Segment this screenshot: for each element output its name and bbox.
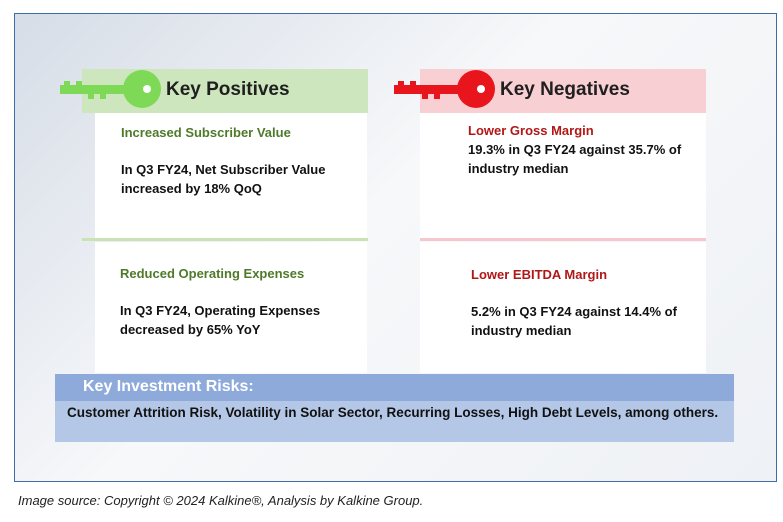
positive-card-2 — [95, 242, 367, 373]
risks-body: Customer Attrition Risk, Volatility in S… — [55, 401, 734, 442]
positive-item-title: Reduced Operating Expenses — [120, 266, 305, 281]
risks-header-title: Key Investment Risks: — [83, 378, 254, 395]
image-source-caption: Image source: Copyright © 2024 Kalkine®,… — [18, 493, 424, 508]
negative-divider — [420, 238, 706, 241]
negative-card-2 — [420, 242, 706, 373]
negative-item-body: 5.2% in Q3 FY24 against 14.4% of industr… — [471, 304, 677, 338]
positive-card-1 — [95, 113, 367, 238]
positive-item-body: In Q3 FY24, Net Subscriber Value increas… — [121, 162, 326, 196]
positive-item-title: Increased Subscriber Value — [121, 125, 291, 140]
negative-card-1 — [420, 113, 706, 238]
positives-header-title: Key Positives — [166, 79, 290, 100]
negative-item-title: Lower EBITDA Margin — [471, 267, 608, 282]
positive-divider — [82, 238, 368, 241]
key-icon — [394, 70, 495, 108]
positive-item-body: In Q3 FY24, Operating Expenses decreased… — [120, 303, 321, 337]
risks-header: Key Investment Risks: — [55, 374, 734, 401]
negatives-header-title: Key Negatives — [500, 79, 630, 100]
negative-item-title: Lower Gross Margin — [468, 123, 594, 138]
risks-body-text: Customer Attrition Risk, Volatility in S… — [67, 405, 719, 420]
key-icon — [60, 70, 161, 108]
negative-item-body: 19.3% in Q3 FY24 against 35.7% of indust… — [468, 142, 682, 176]
